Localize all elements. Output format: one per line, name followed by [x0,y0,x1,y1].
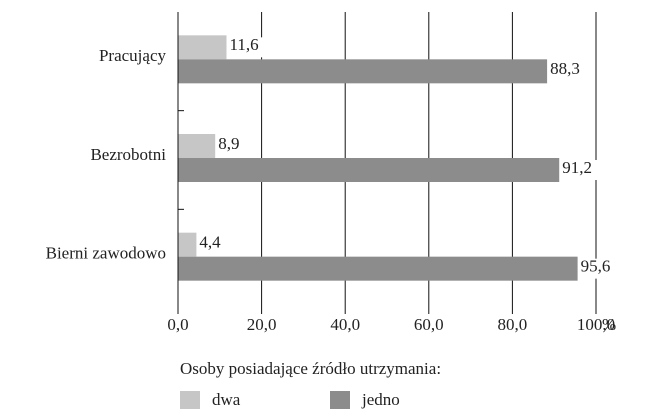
bar [178,134,216,158]
x-tick-label: 40,0 [330,315,360,334]
legend-swatch [330,391,350,409]
label-bg [579,258,618,279]
legend-label: jedno [361,390,400,409]
x-tick-label: 0,0 [167,315,188,334]
x-tick-label: 60,0 [414,315,444,334]
x-tick-label: 80,0 [498,315,528,334]
y-tick-label: Bezrobotni [90,145,166,164]
bar [178,232,197,257]
legend-swatch [180,391,200,409]
x-axis-unit: % [602,315,616,334]
legend-label: dwa [212,390,241,409]
data-label: 11,6 [229,35,258,54]
label-bg [198,234,237,255]
data-label: 91,2 [562,158,592,177]
data-label: 4,4 [199,233,221,252]
label-bg [549,61,588,82]
bar [178,158,560,182]
legend-title: Osoby posiadające źródło utrzymania: [180,359,441,378]
data-label: 95,6 [581,257,611,276]
data-label: 8,9 [218,134,239,153]
data-label: 88,3 [550,59,580,78]
y-tick-label: Pracujący [99,46,167,65]
x-tick-label: 100,0 [577,315,615,334]
label-bg [228,37,267,58]
x-tick-label: 20,0 [247,315,277,334]
bar [178,59,548,84]
bar [178,256,578,281]
bar [178,35,227,60]
label-bg [561,160,600,180]
y-tick-label: Bierni zawodowo [46,244,166,263]
label-bg [217,136,256,156]
